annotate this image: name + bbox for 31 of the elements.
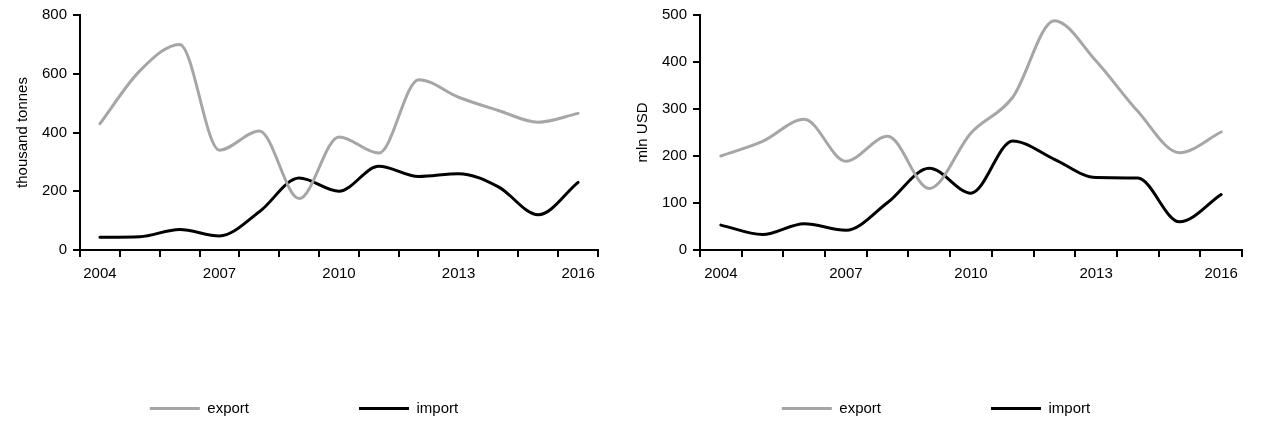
y-tick-label: 200 bbox=[662, 146, 688, 164]
y-tick-label: 0 bbox=[678, 240, 688, 258]
x-tick-label: 2004 bbox=[83, 264, 117, 282]
y-tick-label: 800 bbox=[42, 5, 68, 23]
y-tick-label: 400 bbox=[42, 122, 68, 140]
y-tick-label: 300 bbox=[662, 99, 688, 117]
y-tick-label: 100 bbox=[662, 193, 688, 211]
legend-label: export bbox=[839, 398, 882, 416]
legend-label: import bbox=[416, 398, 460, 416]
line-series bbox=[98, 164, 580, 239]
x-tick-label: 2007 bbox=[829, 264, 863, 282]
x-tick-label: 2013 bbox=[1079, 264, 1113, 282]
y-axis-title: thousand tonnes bbox=[13, 77, 31, 188]
y-tick-label: 500 bbox=[662, 5, 688, 23]
x-tick-label: 2004 bbox=[704, 264, 738, 282]
y-tick-label: 400 bbox=[662, 52, 688, 70]
y-tick-label: 0 bbox=[58, 240, 68, 258]
y-axis-title: mln USD bbox=[633, 102, 651, 163]
legend-label: import bbox=[1048, 398, 1092, 416]
x-tick-label: 2010 bbox=[954, 264, 988, 282]
x-tick-label: 2013 bbox=[441, 264, 476, 282]
x-tick-label: 2016 bbox=[1204, 264, 1238, 282]
y-tick-label: 200 bbox=[42, 181, 68, 199]
x-tick-label: 2016 bbox=[561, 264, 595, 282]
line-series bbox=[719, 139, 1223, 236]
line-series bbox=[719, 19, 1223, 190]
line-series bbox=[98, 42, 580, 201]
y-tick-label: 600 bbox=[42, 63, 68, 81]
x-tick-label: 2010 bbox=[322, 264, 356, 282]
x-tick-label: 2007 bbox=[202, 264, 237, 282]
legend-label: export bbox=[207, 398, 250, 416]
